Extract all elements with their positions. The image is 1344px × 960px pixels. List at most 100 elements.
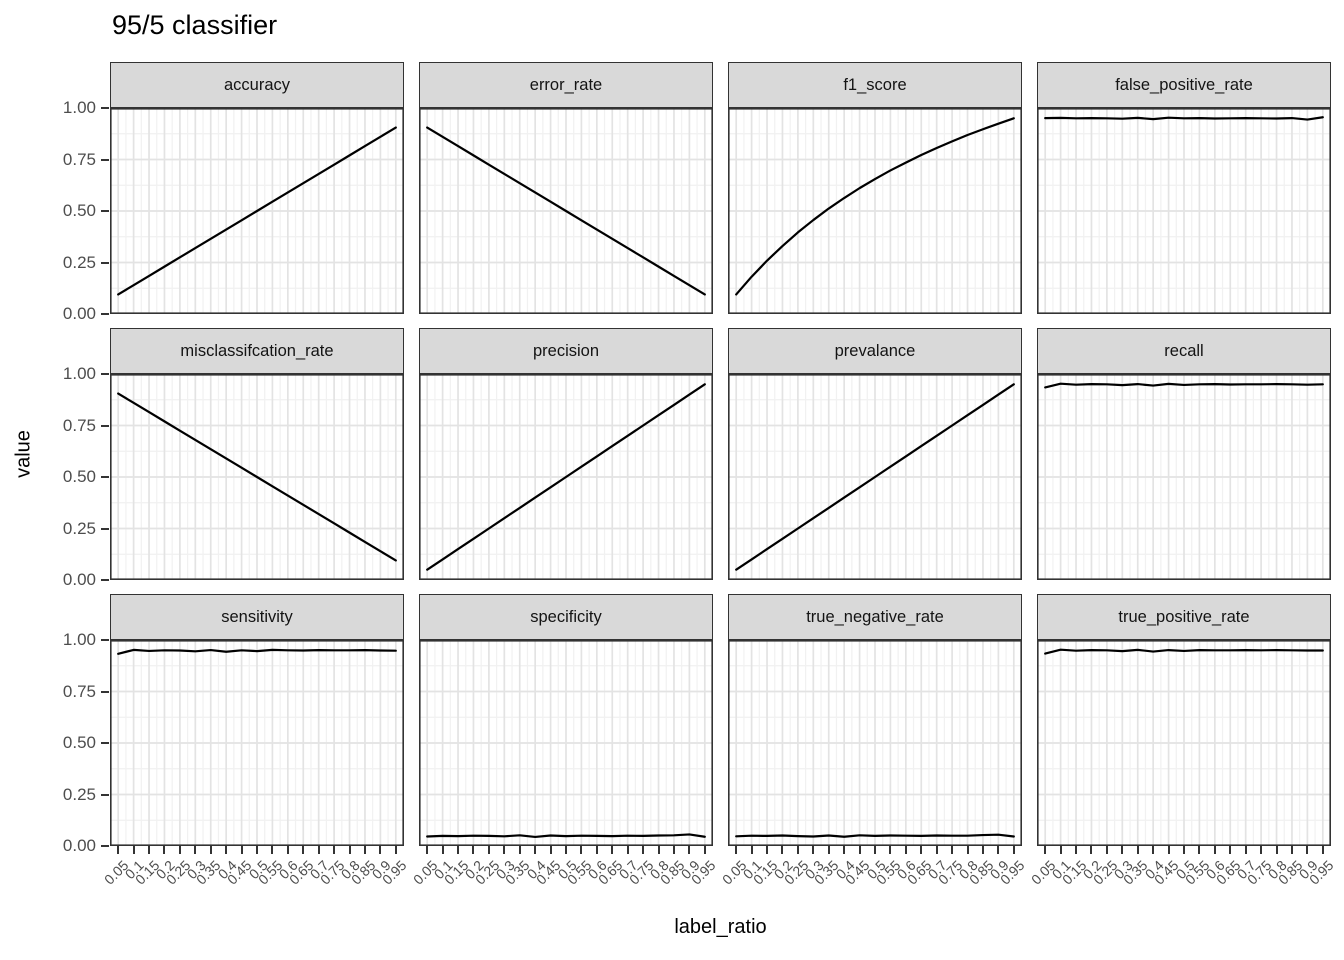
panel-border <box>110 640 404 846</box>
x-tick <box>1290 846 1293 854</box>
y-tick <box>101 690 109 693</box>
y-tick <box>101 639 109 641</box>
x-tick <box>1229 846 1232 854</box>
x-tick <box>920 846 923 854</box>
facet-strip-specificity: specificity <box>419 594 713 640</box>
facet-strip-true_positive_rate: true_positive_rate <box>1037 594 1331 640</box>
facet-panel-accuracy <box>110 108 404 314</box>
y-tick-label: 0.50 <box>62 201 96 220</box>
facet-strip-label: accuracy <box>223 75 291 94</box>
x-tick <box>1075 846 1078 854</box>
facet-strip-sensitivity: sensitivity <box>110 594 404 640</box>
y-tick-label: 0.00 <box>62 836 96 855</box>
facet-panel-false_positive_rate <box>1037 108 1331 314</box>
panel-border <box>419 640 713 846</box>
y-tick-label: 0.00 <box>62 570 96 589</box>
x-tick <box>703 846 706 854</box>
y-tick-label: 1.00 <box>62 98 96 117</box>
panel-border <box>1037 108 1331 314</box>
x-tick <box>163 846 166 854</box>
x-tick <box>1152 846 1155 854</box>
facet-strip-label: precision <box>532 341 600 360</box>
x-tick <box>688 846 691 854</box>
y-tick-label: 1.00 <box>62 364 96 383</box>
metric-line <box>117 126 397 296</box>
x-tick <box>935 846 938 854</box>
x-tick <box>889 846 892 854</box>
facet-strip-misclassifcation_rate: misclassifcation_rate <box>110 328 404 374</box>
x-tick <box>1136 846 1139 854</box>
x-tick <box>225 846 228 854</box>
metric-line <box>426 383 706 571</box>
facet-strip-recall: recall <box>1037 328 1331 374</box>
x-tick <box>117 846 120 854</box>
x-tick <box>302 846 305 854</box>
x-tick <box>1059 846 1062 854</box>
x-tick <box>1213 846 1216 854</box>
metric-line <box>1044 648 1324 655</box>
x-tick <box>904 846 907 854</box>
x-tick <box>611 846 614 854</box>
y-tick-label: 1.00 <box>62 630 96 649</box>
panel-border <box>419 374 713 580</box>
facet-strip-accuracy: accuracy <box>110 62 404 108</box>
y-tick-label: 0.75 <box>62 681 96 701</box>
x-tick <box>672 846 675 854</box>
x-tick <box>766 846 769 854</box>
facet-panel-true_negative_rate <box>728 640 1022 846</box>
facet-strip-precision: precision <box>419 328 713 374</box>
panel-border <box>728 640 1022 846</box>
x-tick <box>565 846 567 854</box>
x-tick <box>148 846 151 854</box>
panel-border <box>728 374 1022 580</box>
x-tick <box>1244 846 1247 854</box>
panel-border <box>1037 374 1331 580</box>
x-tick <box>240 846 243 854</box>
x-tick <box>348 846 351 854</box>
facet-strip-label: false_positive_rate <box>1115 75 1253 94</box>
y-tick <box>101 313 109 315</box>
facet-panel-sensitivity <box>110 640 404 846</box>
y-tick <box>101 107 109 109</box>
x-tick <box>735 846 738 854</box>
x-tick <box>549 846 552 854</box>
x-tick <box>317 846 320 854</box>
x-tick <box>178 846 181 854</box>
x-tick <box>657 846 660 854</box>
x-tick <box>843 846 846 854</box>
panel-border <box>728 108 1022 314</box>
x-tick <box>286 846 289 854</box>
metric-line <box>1044 382 1324 389</box>
facet-strip-label: prevalance <box>834 341 916 360</box>
x-tick <box>997 846 1000 854</box>
x-tick <box>1275 846 1278 854</box>
x-tick <box>363 846 366 854</box>
y-tick-label: 0.25 <box>62 252 96 272</box>
y-tick <box>101 261 109 264</box>
x-tick <box>441 846 444 854</box>
y-tick <box>101 793 109 796</box>
x-tick <box>472 846 475 854</box>
y-tick <box>101 476 109 478</box>
x-axis-label: label_ratio <box>674 916 767 938</box>
x-tick <box>394 846 397 854</box>
x-tick <box>1321 846 1324 854</box>
chart-title: 95/5 classifier <box>112 10 278 40</box>
x-tick <box>827 846 830 854</box>
x-tick <box>642 846 645 854</box>
x-tick <box>750 846 753 854</box>
y-tick <box>101 579 109 581</box>
y-tick-label: 0.50 <box>62 467 96 486</box>
facet-strip-error_rate: error_rate <box>419 62 713 108</box>
facet-panel-prevalance <box>728 374 1022 580</box>
facet-strip-false_positive_rate: false_positive_rate <box>1037 62 1331 108</box>
x-tick <box>1090 846 1093 854</box>
x-tick <box>457 846 460 854</box>
facet-panel-f1_score <box>728 108 1022 314</box>
x-tick <box>966 846 969 854</box>
metric-line <box>735 117 1015 296</box>
y-tick <box>101 742 109 744</box>
y-tick-label: 0.75 <box>62 149 96 169</box>
x-tick <box>1306 846 1309 854</box>
